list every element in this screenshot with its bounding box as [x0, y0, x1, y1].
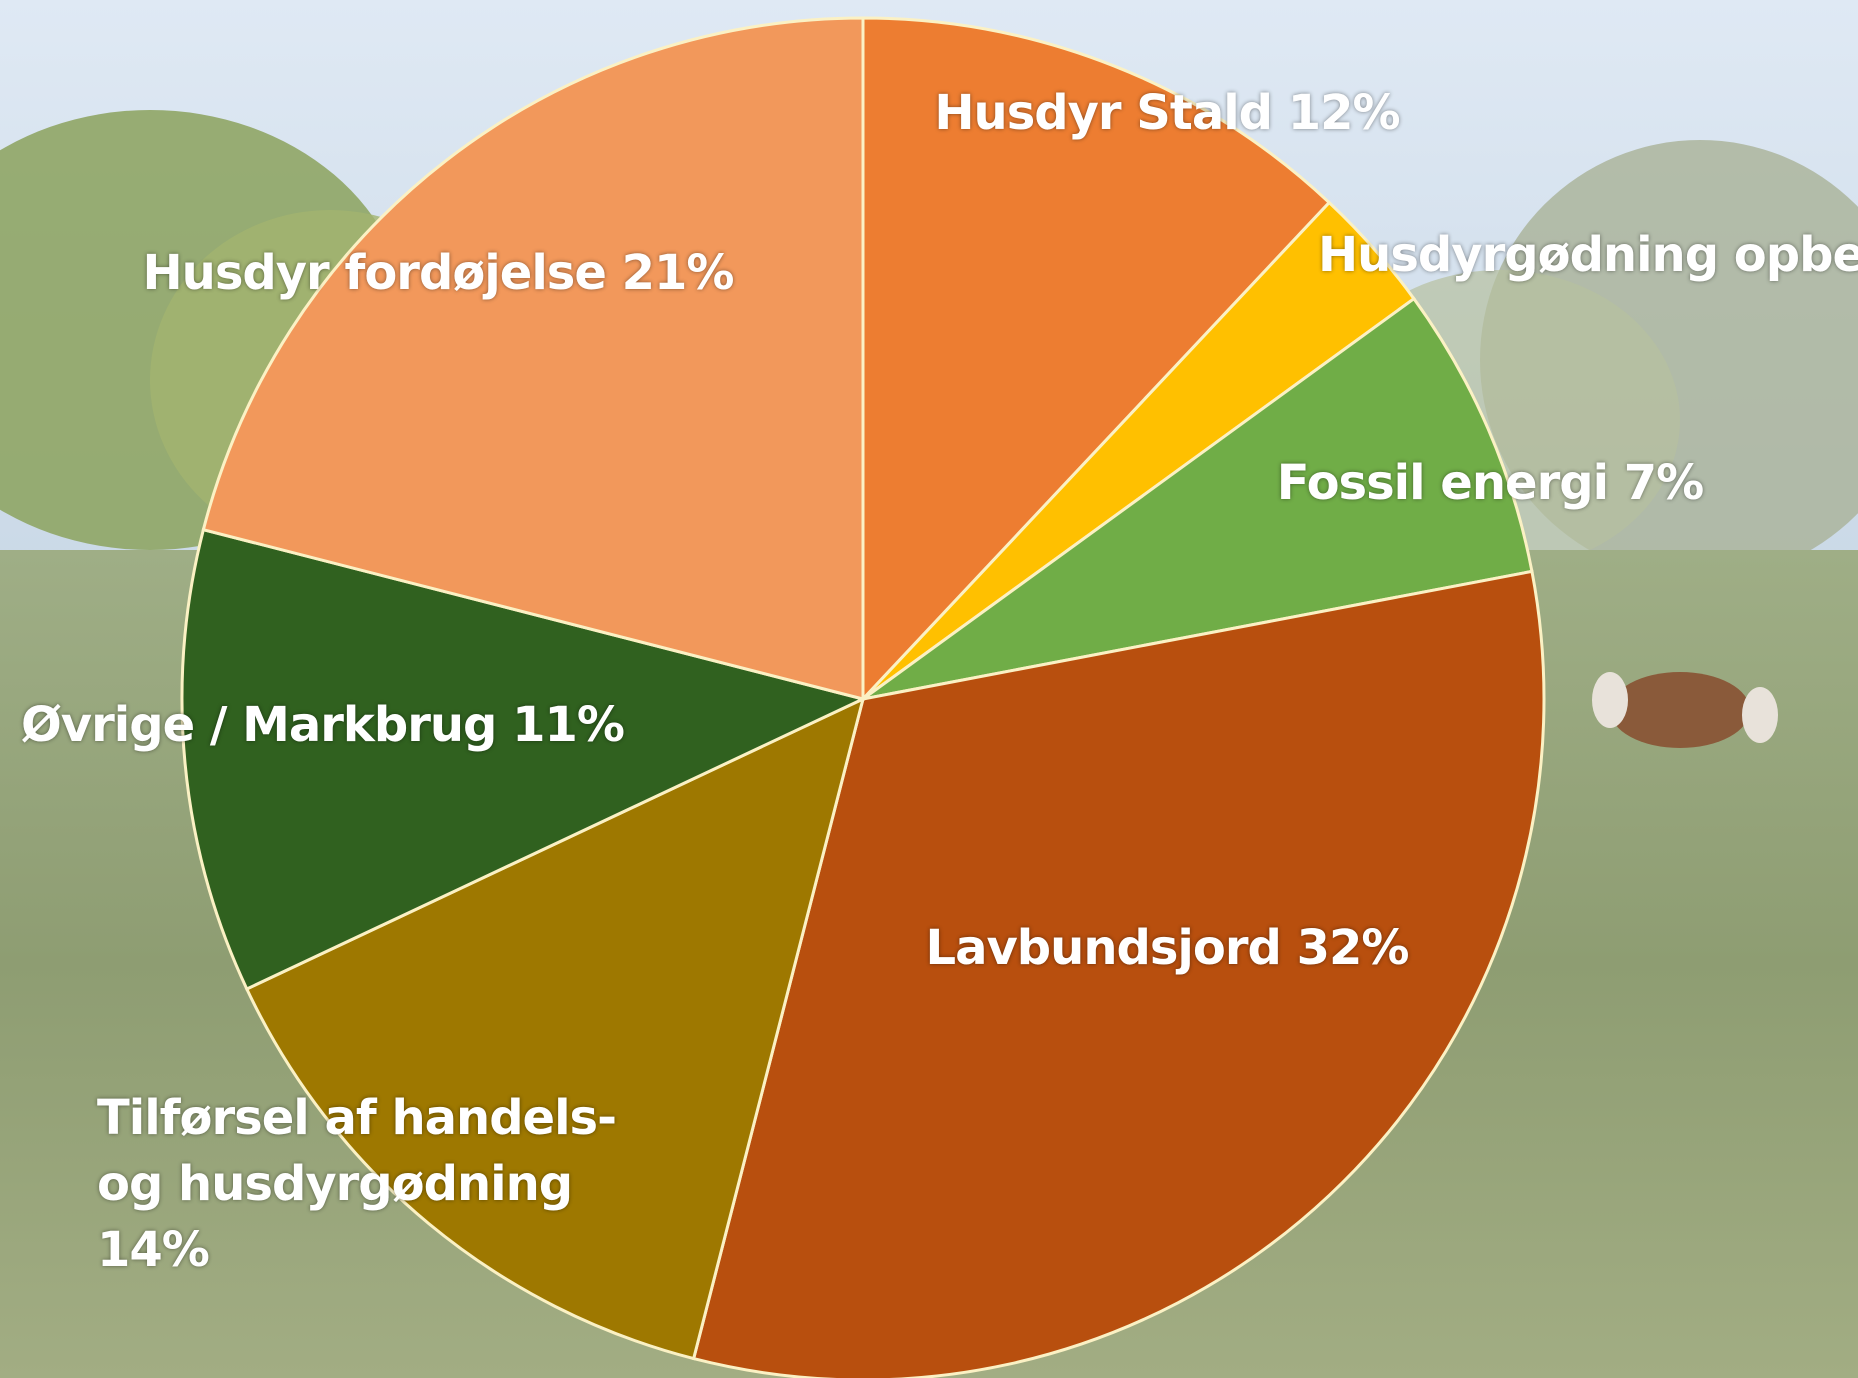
pie-slice	[180, 527, 868, 991]
value-label: 12%	[1287, 85, 1401, 141]
category-label: Fossil energi	[1276, 455, 1609, 511]
value-label: 21%	[621, 245, 735, 301]
slice-label: Husdyr fordøjelse 21%	[142, 240, 735, 306]
pie	[180, 16, 1546, 1378]
category-label: Tilførsel af handels- og husdyrgødning	[97, 1090, 617, 1212]
category-label: Husdyrgødning opbev	[1318, 227, 1858, 283]
value-label: 14%	[97, 1222, 210, 1278]
pie-slice	[691, 569, 1546, 1378]
category-label: Husdyr fordøjelse	[142, 245, 606, 301]
slice-label: Husdyr Stald 12%	[934, 80, 1401, 146]
slice-label: Fossil energi 7%	[1276, 450, 1705, 516]
pie-slice	[861, 16, 1332, 703]
value-label: 7%	[1623, 455, 1704, 511]
value-label: 32%	[1296, 920, 1410, 976]
pie-slice	[862, 296, 1534, 701]
category-label: Øvrige / Markbrug	[21, 697, 497, 753]
category-label: Lavbundsjord	[925, 920, 1282, 976]
pie-slice	[201, 16, 865, 701]
category-label: Husdyr Stald	[934, 85, 1273, 141]
slice-label: Lavbundsjord 32%	[925, 915, 1410, 981]
pie-slice	[244, 696, 866, 1361]
value-label: 11%	[512, 697, 625, 753]
slice-label: Husdyrgødning opbev	[1318, 222, 1858, 288]
slice-label: Tilførsel af handels- og husdyrgødning 1…	[97, 1085, 697, 1283]
slice-label: Øvrige / Markbrug 11%	[21, 692, 625, 758]
